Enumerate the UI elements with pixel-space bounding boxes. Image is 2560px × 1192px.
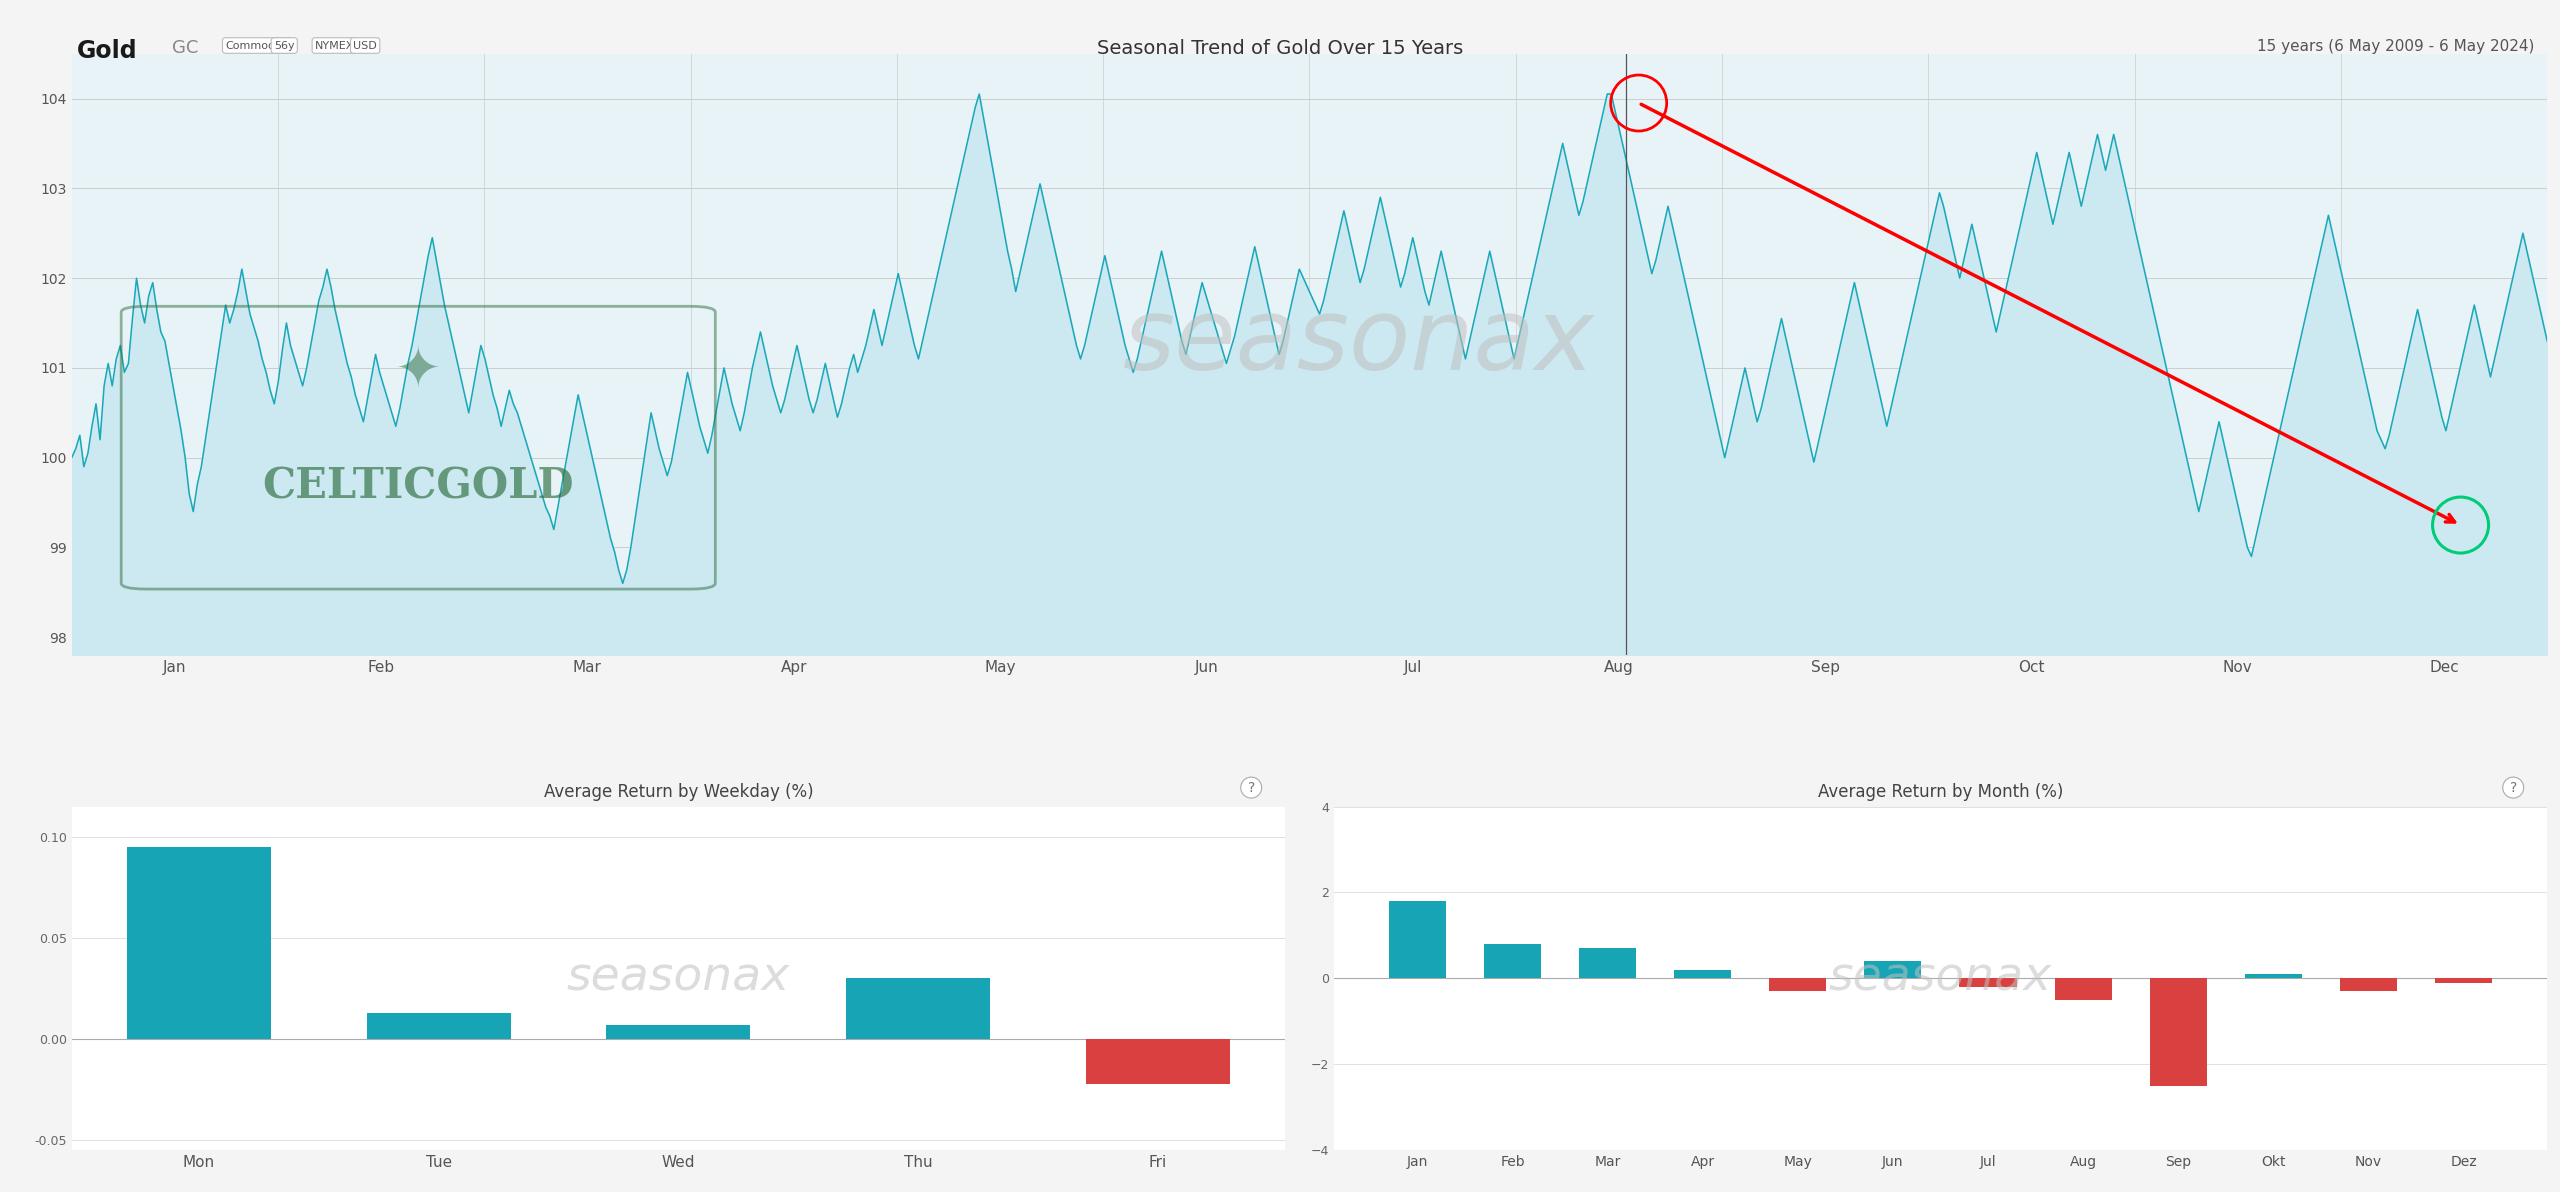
Text: USD: USD — [353, 41, 376, 50]
Text: Seasonal Trend of Gold Over 15 Years: Seasonal Trend of Gold Over 15 Years — [1096, 39, 1464, 58]
Text: GC: GC — [172, 39, 197, 57]
Text: NYMEX: NYMEX — [315, 41, 353, 50]
Bar — [2150, 979, 2207, 1086]
Text: Gold: Gold — [77, 39, 138, 63]
Title: Average Return by Weekday (%): Average Return by Weekday (%) — [543, 783, 814, 801]
Title: Average Return by Month (%): Average Return by Month (%) — [1818, 783, 2063, 801]
Bar — [1864, 961, 1923, 979]
Bar — [366, 1013, 509, 1039]
Text: CELTICGOLD: CELTICGOLD — [264, 466, 573, 508]
Bar — [1390, 901, 1446, 979]
Text: seasonax: seasonax — [1124, 294, 1595, 391]
Bar — [607, 1025, 750, 1039]
Text: 56y: 56y — [274, 41, 294, 50]
Bar — [2435, 979, 2491, 982]
Text: seasonax: seasonax — [1828, 956, 2053, 1001]
Text: 15 years (6 May 2009 - 6 May 2024): 15 years (6 May 2009 - 6 May 2024) — [2258, 39, 2534, 55]
Bar — [1085, 1039, 1229, 1084]
Bar — [1580, 949, 1636, 979]
Bar — [2245, 974, 2301, 979]
Bar — [1958, 979, 2017, 987]
Bar — [1485, 944, 1541, 979]
Bar — [1674, 970, 1731, 979]
Text: seasonax: seasonax — [566, 956, 791, 1001]
Bar — [1769, 979, 1825, 992]
Text: Commodity: Commodity — [225, 41, 289, 50]
Bar — [128, 848, 271, 1039]
Bar — [2056, 979, 2112, 1000]
Text: ?: ? — [2509, 781, 2516, 795]
Bar — [2340, 979, 2396, 992]
Text: ✦: ✦ — [394, 346, 440, 399]
Text: ?: ? — [1247, 781, 1254, 795]
Bar — [847, 979, 991, 1039]
